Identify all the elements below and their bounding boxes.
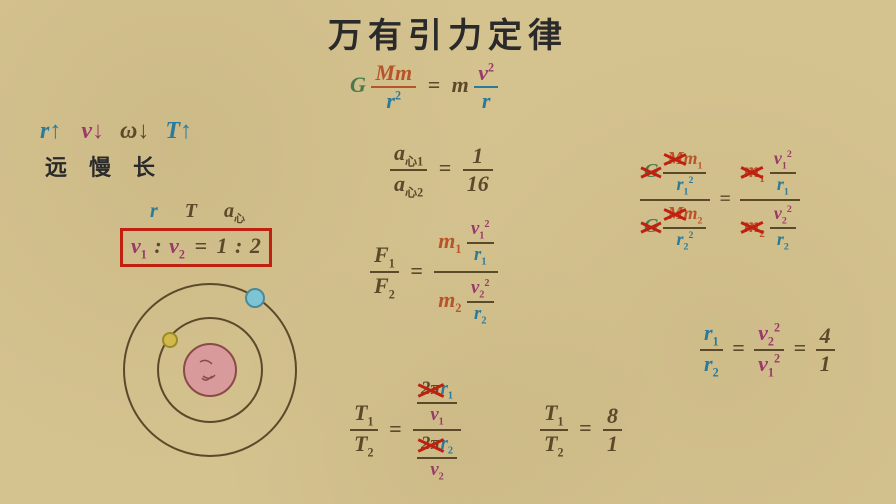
inner-planet <box>163 333 177 347</box>
arrow-up-icon <box>180 118 192 144</box>
arrow-down-icon <box>137 118 149 144</box>
eq-F-ratio: F1 F2 = m1 v12 r1 m2 v22 r2 <box>370 218 498 327</box>
arrow-up-icon <box>49 118 61 144</box>
eq-T-ratio: T1 T2 = 2πr1 v1 2πr2 v2 <box>350 378 461 483</box>
eq-T-81: T1 T2 = 8 1 <box>540 400 622 461</box>
hanzi-row: 远慢长 <box>45 150 177 182</box>
arrow-row: r v ω T <box>40 118 192 145</box>
eq-a-ratio: a心1 a心2 = 1 16 <box>390 140 493 201</box>
arrow-down-icon <box>92 118 104 144</box>
labels-rta: r T a心 <box>150 200 245 226</box>
eq-big-struck: G Mm1 r12 G Mm2 r22 = m1 v12 r1 m2 v22 <box>640 148 800 252</box>
boxed-ratio: v1 : v2 = 1 : 2 <box>120 228 272 267</box>
page-title: 万有引力定律 <box>0 8 896 57</box>
frac-Mm-r2: Mm r2 <box>371 60 416 114</box>
outer-planet <box>246 289 264 307</box>
frac-v2-r: v2 r <box>474 60 498 114</box>
eq-newton: G Mm r2 = m v2 r <box>350 60 498 114</box>
eq-r-ratio: r1 r2 = v22 v12 = 4 1 <box>700 320 835 381</box>
sym-G: G <box>350 72 366 97</box>
orbit-diagram <box>100 270 320 470</box>
